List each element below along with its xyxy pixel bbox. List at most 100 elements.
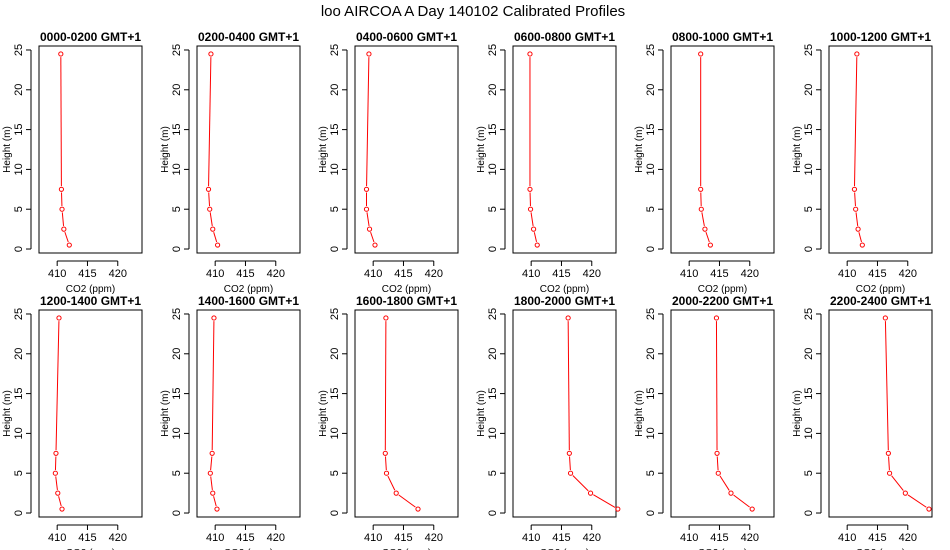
- x-axis-label: CO2 (ppm): [540, 548, 589, 550]
- data-point: [208, 51, 214, 57]
- y-tick-label: 15: [171, 123, 183, 135]
- y-tick-label: 5: [13, 206, 25, 212]
- profile-segment: [61, 212, 65, 226]
- y-tick-label: 0: [645, 246, 657, 252]
- data-point: [372, 242, 378, 248]
- data-point: [698, 206, 704, 212]
- panel-1: 0000-0200 GMT+1 410 415 420 CO2 (ppm) 0 5 10 15 2…: [2, 30, 143, 295]
- panel-title: 2000-2200 GMT+1: [672, 294, 773, 308]
- plot-frame: [354, 45, 459, 254]
- data-point: [749, 506, 755, 512]
- y-tick-label: 20: [171, 84, 183, 96]
- data-point: [886, 470, 893, 476]
- data-point: [565, 315, 571, 321]
- profile-segment: [891, 475, 904, 491]
- profile-segment: [855, 212, 859, 226]
- data-point: [210, 226, 216, 232]
- data-point: [382, 450, 388, 456]
- y-tick-label: 0: [803, 246, 815, 252]
- x-tick-label: 420: [899, 268, 917, 280]
- y-tick-label: 5: [645, 206, 657, 212]
- profile-segment: [398, 494, 416, 508]
- x-tick-label: 420: [267, 532, 285, 544]
- y-tick-label: 25: [171, 44, 183, 56]
- panel-9: 1600-1800 GMT+1 410 415 420 CO2 (ppm) 0 5 10 15 2…: [318, 294, 459, 550]
- plot-frame: [38, 45, 143, 254]
- data-point: [714, 450, 720, 456]
- data-point: [58, 186, 65, 192]
- panel-title: 1000-1200 GMT+1: [830, 30, 931, 44]
- y-tick-label: 5: [803, 470, 815, 476]
- profile-segment: [733, 494, 750, 508]
- data-point: [61, 226, 67, 232]
- y-tick-label: 15: [487, 123, 499, 135]
- data-point: [59, 206, 65, 212]
- x-tick-label: 420: [583, 532, 601, 544]
- y-tick-label: 20: [13, 348, 25, 360]
- panel-title: 0800-1000 GMT+1: [672, 30, 773, 44]
- panel-title: 0600-0800 GMT+1: [514, 30, 615, 44]
- x-tick-label: 415: [710, 532, 728, 544]
- data-point: [859, 242, 865, 248]
- y-tick-label: 25: [645, 44, 657, 56]
- y-tick-label: 5: [329, 206, 341, 212]
- x-tick-label: 410: [522, 268, 540, 280]
- data-point: [383, 470, 390, 476]
- plot-frame: [512, 309, 617, 518]
- plot-frame: [196, 45, 301, 254]
- data-point: [615, 506, 621, 512]
- y-tick-label: 5: [13, 470, 25, 476]
- y-tick-label: 0: [171, 246, 183, 252]
- data-point: [527, 186, 533, 192]
- x-tick-label: 415: [710, 268, 728, 280]
- y-axis-label: Height (m): [318, 390, 329, 437]
- y-tick-label: 20: [803, 348, 815, 360]
- y-tick-label: 15: [645, 387, 657, 399]
- data-point: [566, 450, 572, 456]
- y-tick-label: 25: [329, 44, 341, 56]
- y-tick-label: 0: [13, 246, 25, 252]
- x-axis-label: CO2 (ppm): [382, 548, 431, 550]
- data-point: [56, 315, 62, 321]
- y-tick-label: 20: [13, 84, 25, 96]
- y-tick-label: 0: [803, 510, 815, 516]
- y-tick-label: 15: [487, 387, 499, 399]
- y-tick-label: 20: [645, 84, 657, 96]
- profile-segment: [208, 57, 212, 187]
- panel-7: 1200-1400 GMT+1 410 415 420 CO2 (ppm) 0 5 10 15 2…: [2, 294, 143, 550]
- y-tick-label: 25: [803, 308, 815, 320]
- y-tick-label: 10: [13, 427, 25, 439]
- x-tick-label: 410: [838, 532, 856, 544]
- panel-title: 1600-1800 GMT+1: [356, 294, 457, 308]
- data-point: [59, 506, 65, 512]
- x-tick-label: 415: [552, 532, 570, 544]
- y-tick-label: 15: [13, 387, 25, 399]
- figure-title: loo AIRCOA A Day 140102 Calibrated Profi…: [321, 3, 625, 20]
- y-tick-label: 5: [171, 206, 183, 212]
- plot-frame: [670, 309, 775, 518]
- y-axis-label: Height (m): [476, 126, 487, 173]
- data-point: [66, 242, 72, 248]
- x-tick-label: 420: [583, 268, 601, 280]
- data-point: [698, 186, 704, 192]
- y-tick-label: 15: [329, 123, 341, 135]
- profile-segment: [210, 456, 213, 471]
- y-axis-label: Height (m): [160, 390, 171, 437]
- data-point: [55, 490, 61, 496]
- data-point: [698, 51, 704, 57]
- data-point: [209, 450, 215, 456]
- profile-segment: [384, 321, 387, 451]
- panel-title: 1400-1600 GMT+1: [198, 294, 299, 308]
- x-tick-label: 420: [741, 532, 759, 544]
- y-tick-label: 20: [329, 348, 341, 360]
- y-axis-label: Height (m): [160, 126, 171, 173]
- profile-segment: [370, 231, 375, 243]
- profile-segment: [530, 212, 534, 227]
- x-axis-label: CO2 (ppm): [66, 548, 115, 550]
- plot-frame: [196, 309, 301, 518]
- x-tick-label: 410: [522, 532, 540, 544]
- x-axis-label: CO2 (ppm): [698, 284, 747, 295]
- data-point: [210, 490, 216, 496]
